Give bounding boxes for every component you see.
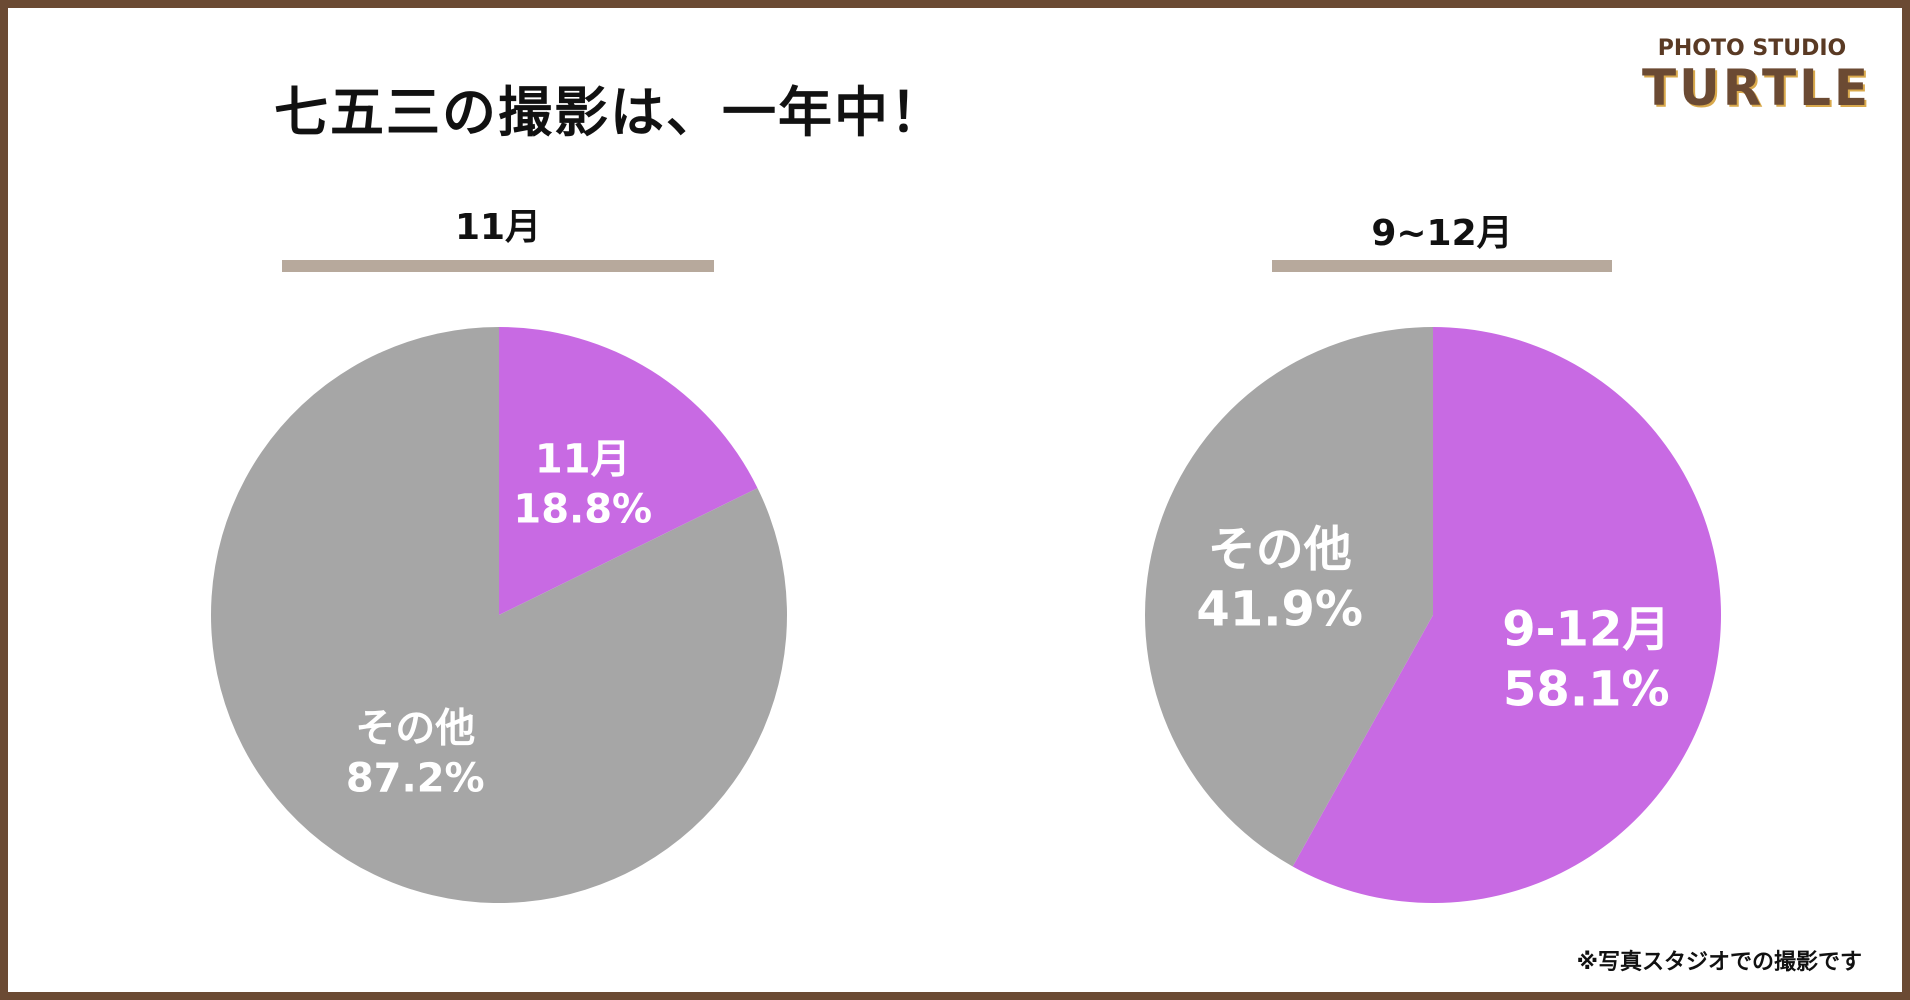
- chart-2-slice-2: [1145, 327, 1433, 867]
- chart-1-slice-2: [211, 327, 788, 903]
- chart-1-slice-2-value: 87.2%: [346, 755, 485, 801]
- chart-2-slice-2-label: その他: [1208, 522, 1352, 578]
- chart-1-title: 11月: [454, 207, 542, 248]
- chart-2-slice-1: [1292, 327, 1721, 903]
- chart-2-title: 9~12月: [1371, 213, 1513, 254]
- chart-1-underbar: [282, 260, 714, 272]
- chart-2-underbar: [1272, 260, 1612, 272]
- chart-2-slice-1-value: 58.1%: [1503, 661, 1670, 717]
- chart-2-slice-1-label: 9-12月: [1502, 601, 1670, 657]
- chart-2-slice-2-value: 41.9%: [1196, 582, 1363, 638]
- chart-1-slice-2-label: その他: [355, 705, 475, 751]
- footnote: ※写真スタジオでの撮影です: [1576, 950, 1862, 975]
- chart-1-slice-1-value: 18.8%: [513, 487, 652, 533]
- studio-logo: PHOTO STUDIO TURTLE: [1642, 36, 1872, 117]
- chart-1-slice-1: [499, 327, 758, 615]
- logo-subtitle: PHOTO STUDIO: [1657, 36, 1847, 61]
- page-title: 七五三の撮影は、一年中！: [274, 81, 946, 144]
- chart-1-slice-1-label: 11月: [535, 437, 631, 483]
- logo-wordmark: TURTLE: [1642, 59, 1872, 117]
